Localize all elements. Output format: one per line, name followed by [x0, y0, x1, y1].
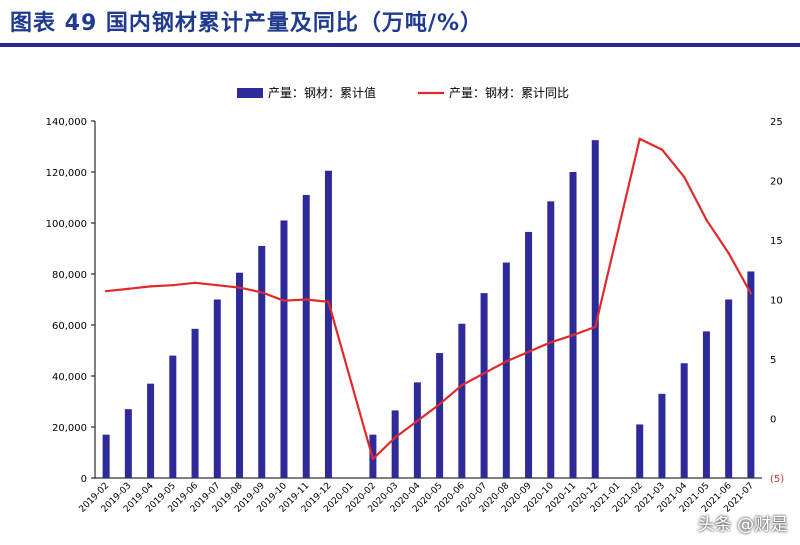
line-point-2020-04 — [416, 419, 419, 423]
line-point-2021-03 — [660, 148, 664, 151]
bar-2020-10 — [547, 201, 555, 478]
bar-2020-12 — [591, 140, 599, 478]
right-axis-tick-label: 15 — [770, 236, 783, 247]
line-point-2019-03 — [127, 287, 130, 290]
bar-2020-08 — [502, 262, 510, 478]
bar-2020-06 — [458, 323, 466, 478]
left-axis-tick-label: 0 — [81, 474, 87, 485]
bar-2019-04 — [147, 383, 155, 478]
bar-2019-03 — [124, 409, 132, 478]
bar-2019-05 — [169, 355, 177, 478]
bar-2020-05 — [436, 353, 444, 478]
line-point-2020-11 — [571, 334, 575, 337]
line-point-2019-05 — [171, 284, 175, 287]
line-point-2020-12 — [594, 325, 597, 329]
title-underline — [0, 43, 800, 47]
bar-2020-04 — [413, 382, 421, 478]
line-point-2021-04 — [682, 175, 686, 179]
line-point-2021-06 — [727, 251, 730, 255]
bar-2021-04 — [680, 363, 688, 478]
line-point-2019-12 — [327, 300, 330, 304]
left-axis-tick-label: 100,000 — [46, 219, 87, 230]
right-axis-tick-label: 25 — [770, 117, 783, 128]
line-point-2019-07 — [216, 284, 219, 287]
bar-2019-11 — [302, 194, 310, 478]
bar-2019-06 — [191, 328, 199, 478]
line-point-2019-08 — [238, 286, 241, 289]
line-point-2021-07 — [749, 292, 753, 295]
right-axis-tick-label: (5) — [770, 474, 784, 485]
bar-2021-03 — [658, 393, 666, 478]
bar-2020-03 — [391, 410, 399, 478]
line-point-2021-05 — [705, 218, 708, 221]
line-point-2020-02 — [371, 457, 375, 461]
legend-label-line: 产量：钢材：累计同比 — [449, 86, 569, 100]
line-point-2020-03 — [393, 436, 397, 439]
bar-2021-02 — [636, 424, 644, 478]
bar-2020-07 — [480, 293, 488, 478]
line-point-2020-07 — [482, 372, 486, 375]
line-point-2019-11 — [305, 298, 308, 301]
chart-title: 图表 49 国内钢材累计产量及同比（万吨/%） — [10, 11, 484, 36]
right-axis-tick-label: 10 — [770, 296, 783, 307]
left-axis-tick-label: 120,000 — [46, 168, 87, 179]
left-axis-tick-label: 20,000 — [52, 423, 87, 434]
line-point-2019-09 — [260, 291, 263, 294]
line-point-2019-10 — [282, 299, 286, 302]
line-series-yoy — [105, 137, 752, 461]
line-point-2019-02 — [104, 289, 108, 293]
right-axis-tick-label: 5 — [770, 355, 776, 366]
line-point-2021-02 — [638, 137, 641, 141]
bar-2021-06 — [725, 299, 733, 478]
watermark: 头条 @财是 — [697, 515, 788, 535]
line-point-2019-06 — [193, 281, 197, 285]
bar-2020-11 — [569, 172, 577, 478]
line-point-2020-10 — [549, 341, 552, 344]
line-point-2019-04 — [149, 285, 152, 288]
legend-label-bar: 产量：钢材：累计值 — [268, 85, 376, 100]
legend-swatch-bar — [237, 88, 263, 98]
bar-2019-10 — [280, 220, 288, 478]
line-point-2020-09 — [527, 350, 530, 354]
line-point-2020-08 — [505, 360, 508, 363]
left-axis-tick-label: 140,000 — [46, 117, 87, 128]
line-point-2020-05 — [438, 403, 441, 406]
left-axis-tick-label: 80,000 — [52, 270, 87, 281]
bar-2019-07 — [213, 299, 221, 478]
bar-2021-05 — [702, 331, 710, 478]
right-axis-tick-label: 0 — [770, 415, 776, 426]
left-axis-tick-label: 60,000 — [52, 321, 87, 332]
left-axis-tick-label: 40,000 — [52, 372, 87, 383]
bar-2019-09 — [258, 245, 266, 478]
right-axis-tick-label: 20 — [770, 177, 783, 188]
bar-2019-12 — [324, 170, 332, 478]
bar-2021-07 — [747, 271, 755, 478]
bar-2019-02 — [102, 434, 110, 478]
bar-2019-08 — [236, 272, 244, 478]
line-point-2020-06 — [460, 383, 464, 387]
bar-2020-09 — [525, 231, 533, 478]
